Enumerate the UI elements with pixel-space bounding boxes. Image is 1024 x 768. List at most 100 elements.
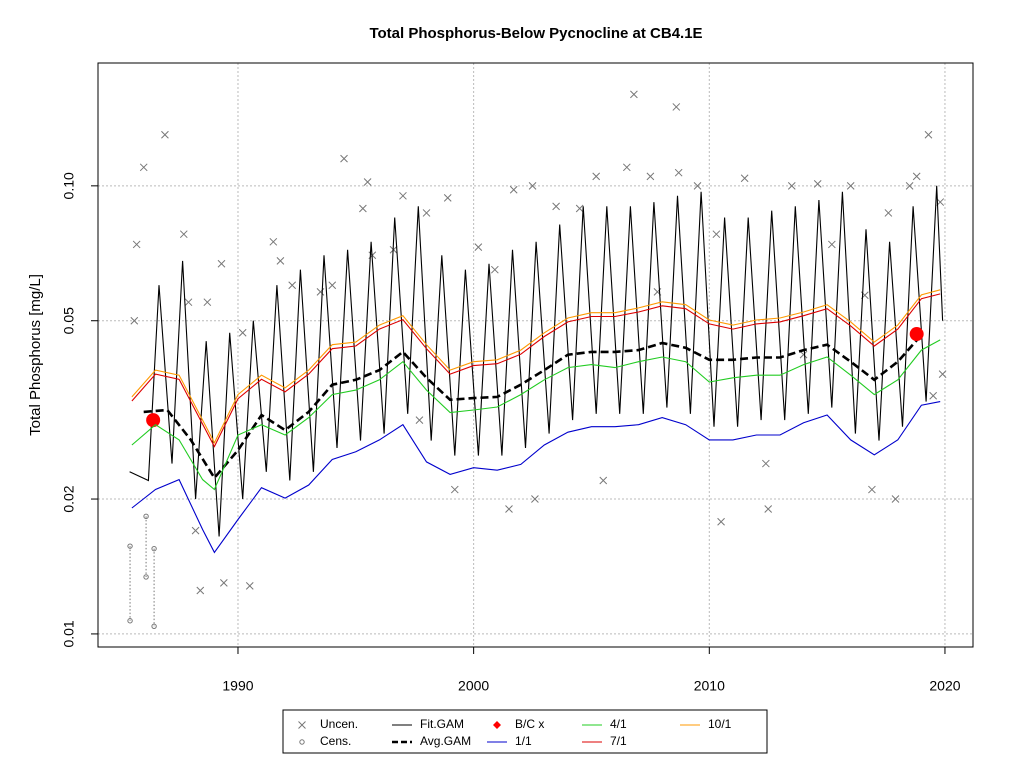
point (630, 90, 638, 99)
point (196, 586, 205, 595)
series (131, 401, 941, 554)
point (139, 163, 148, 172)
point (130, 316, 139, 325)
censored-point (127, 618, 133, 624)
point (622, 163, 631, 172)
line (131, 289, 941, 445)
series (131, 293, 941, 448)
point (672, 103, 681, 111)
point (161, 130, 169, 139)
point (693, 181, 702, 190)
legend-label: Fit.GAM (420, 717, 464, 731)
point (245, 582, 254, 590)
x-tick-label: 2000 (458, 678, 489, 694)
series (146, 327, 924, 428)
point (132, 240, 141, 249)
point (599, 476, 608, 485)
point (328, 281, 337, 290)
censored-point (151, 545, 157, 552)
series (143, 334, 923, 481)
point (191, 526, 200, 535)
point (505, 505, 513, 513)
point (298, 721, 306, 729)
point (740, 174, 749, 183)
legend-item: Fit.GAM (392, 717, 464, 731)
point (146, 413, 161, 428)
legend-label: 10/1 (708, 717, 732, 731)
point (415, 416, 424, 424)
legend-label: 7/1 (610, 734, 627, 748)
legend-item: 10/1 (680, 717, 732, 731)
point (276, 257, 285, 265)
legend-label: 1/1 (515, 734, 532, 748)
y-tick-label: 0.02 (61, 485, 77, 512)
point (552, 202, 560, 211)
legend-item: 1/1 (487, 734, 532, 748)
point (340, 154, 348, 163)
point (359, 204, 367, 213)
point (909, 327, 924, 342)
legend-symbol (493, 721, 501, 729)
legend-item: 4/1 (582, 717, 627, 731)
point (450, 485, 459, 494)
x-tick-label: 2010 (694, 678, 725, 694)
point (238, 328, 247, 337)
y-tick-label: 0.05 (61, 307, 77, 334)
point (924, 130, 933, 139)
point (717, 517, 725, 526)
point (219, 579, 228, 587)
legend-item: Avg.GAM (392, 734, 471, 748)
point (592, 172, 601, 181)
series (131, 339, 941, 491)
plot-frame (97, 62, 974, 648)
point (787, 181, 796, 190)
legend-item: 7/1 (582, 734, 627, 748)
point (799, 350, 808, 359)
point (891, 495, 900, 503)
point (813, 180, 822, 188)
legend-item: B/C x (493, 717, 544, 731)
point (184, 298, 193, 307)
point (443, 194, 452, 202)
legend-label: Uncen. (320, 717, 358, 731)
chart-title: Total Phosphorus-Below Pycnocline at CB4… (369, 25, 702, 42)
point (363, 178, 372, 186)
censored-point (151, 623, 157, 629)
point (929, 391, 938, 400)
point (884, 209, 893, 217)
censored-point (143, 574, 149, 580)
point (179, 230, 188, 239)
y-tick-label: 0.01 (61, 620, 77, 647)
point (912, 172, 921, 181)
legend-item: Uncen. (298, 717, 358, 731)
point (531, 495, 539, 503)
point (422, 209, 431, 217)
point (764, 505, 773, 513)
point (575, 204, 584, 213)
x-tick-label: 1990 (222, 678, 253, 694)
point (827, 240, 836, 249)
point (490, 265, 499, 274)
series (127, 513, 157, 629)
censored-point (127, 543, 133, 549)
point (868, 485, 876, 494)
legend-label: B/C x (515, 717, 544, 731)
series (130, 90, 947, 595)
point (762, 459, 770, 468)
legend-label: Avg.GAM (420, 734, 471, 748)
point (646, 172, 655, 181)
point (509, 185, 518, 194)
point (474, 243, 483, 251)
series (131, 289, 941, 445)
point (528, 181, 537, 190)
legend-label: Cens. (320, 734, 351, 748)
legend-item: Cens. (299, 734, 351, 748)
point (905, 181, 914, 190)
censored-point (143, 513, 149, 520)
point (938, 370, 947, 378)
y-axis-label: Total Phosphorus [mg/L] (27, 274, 44, 436)
point (203, 298, 212, 307)
point (674, 168, 683, 177)
